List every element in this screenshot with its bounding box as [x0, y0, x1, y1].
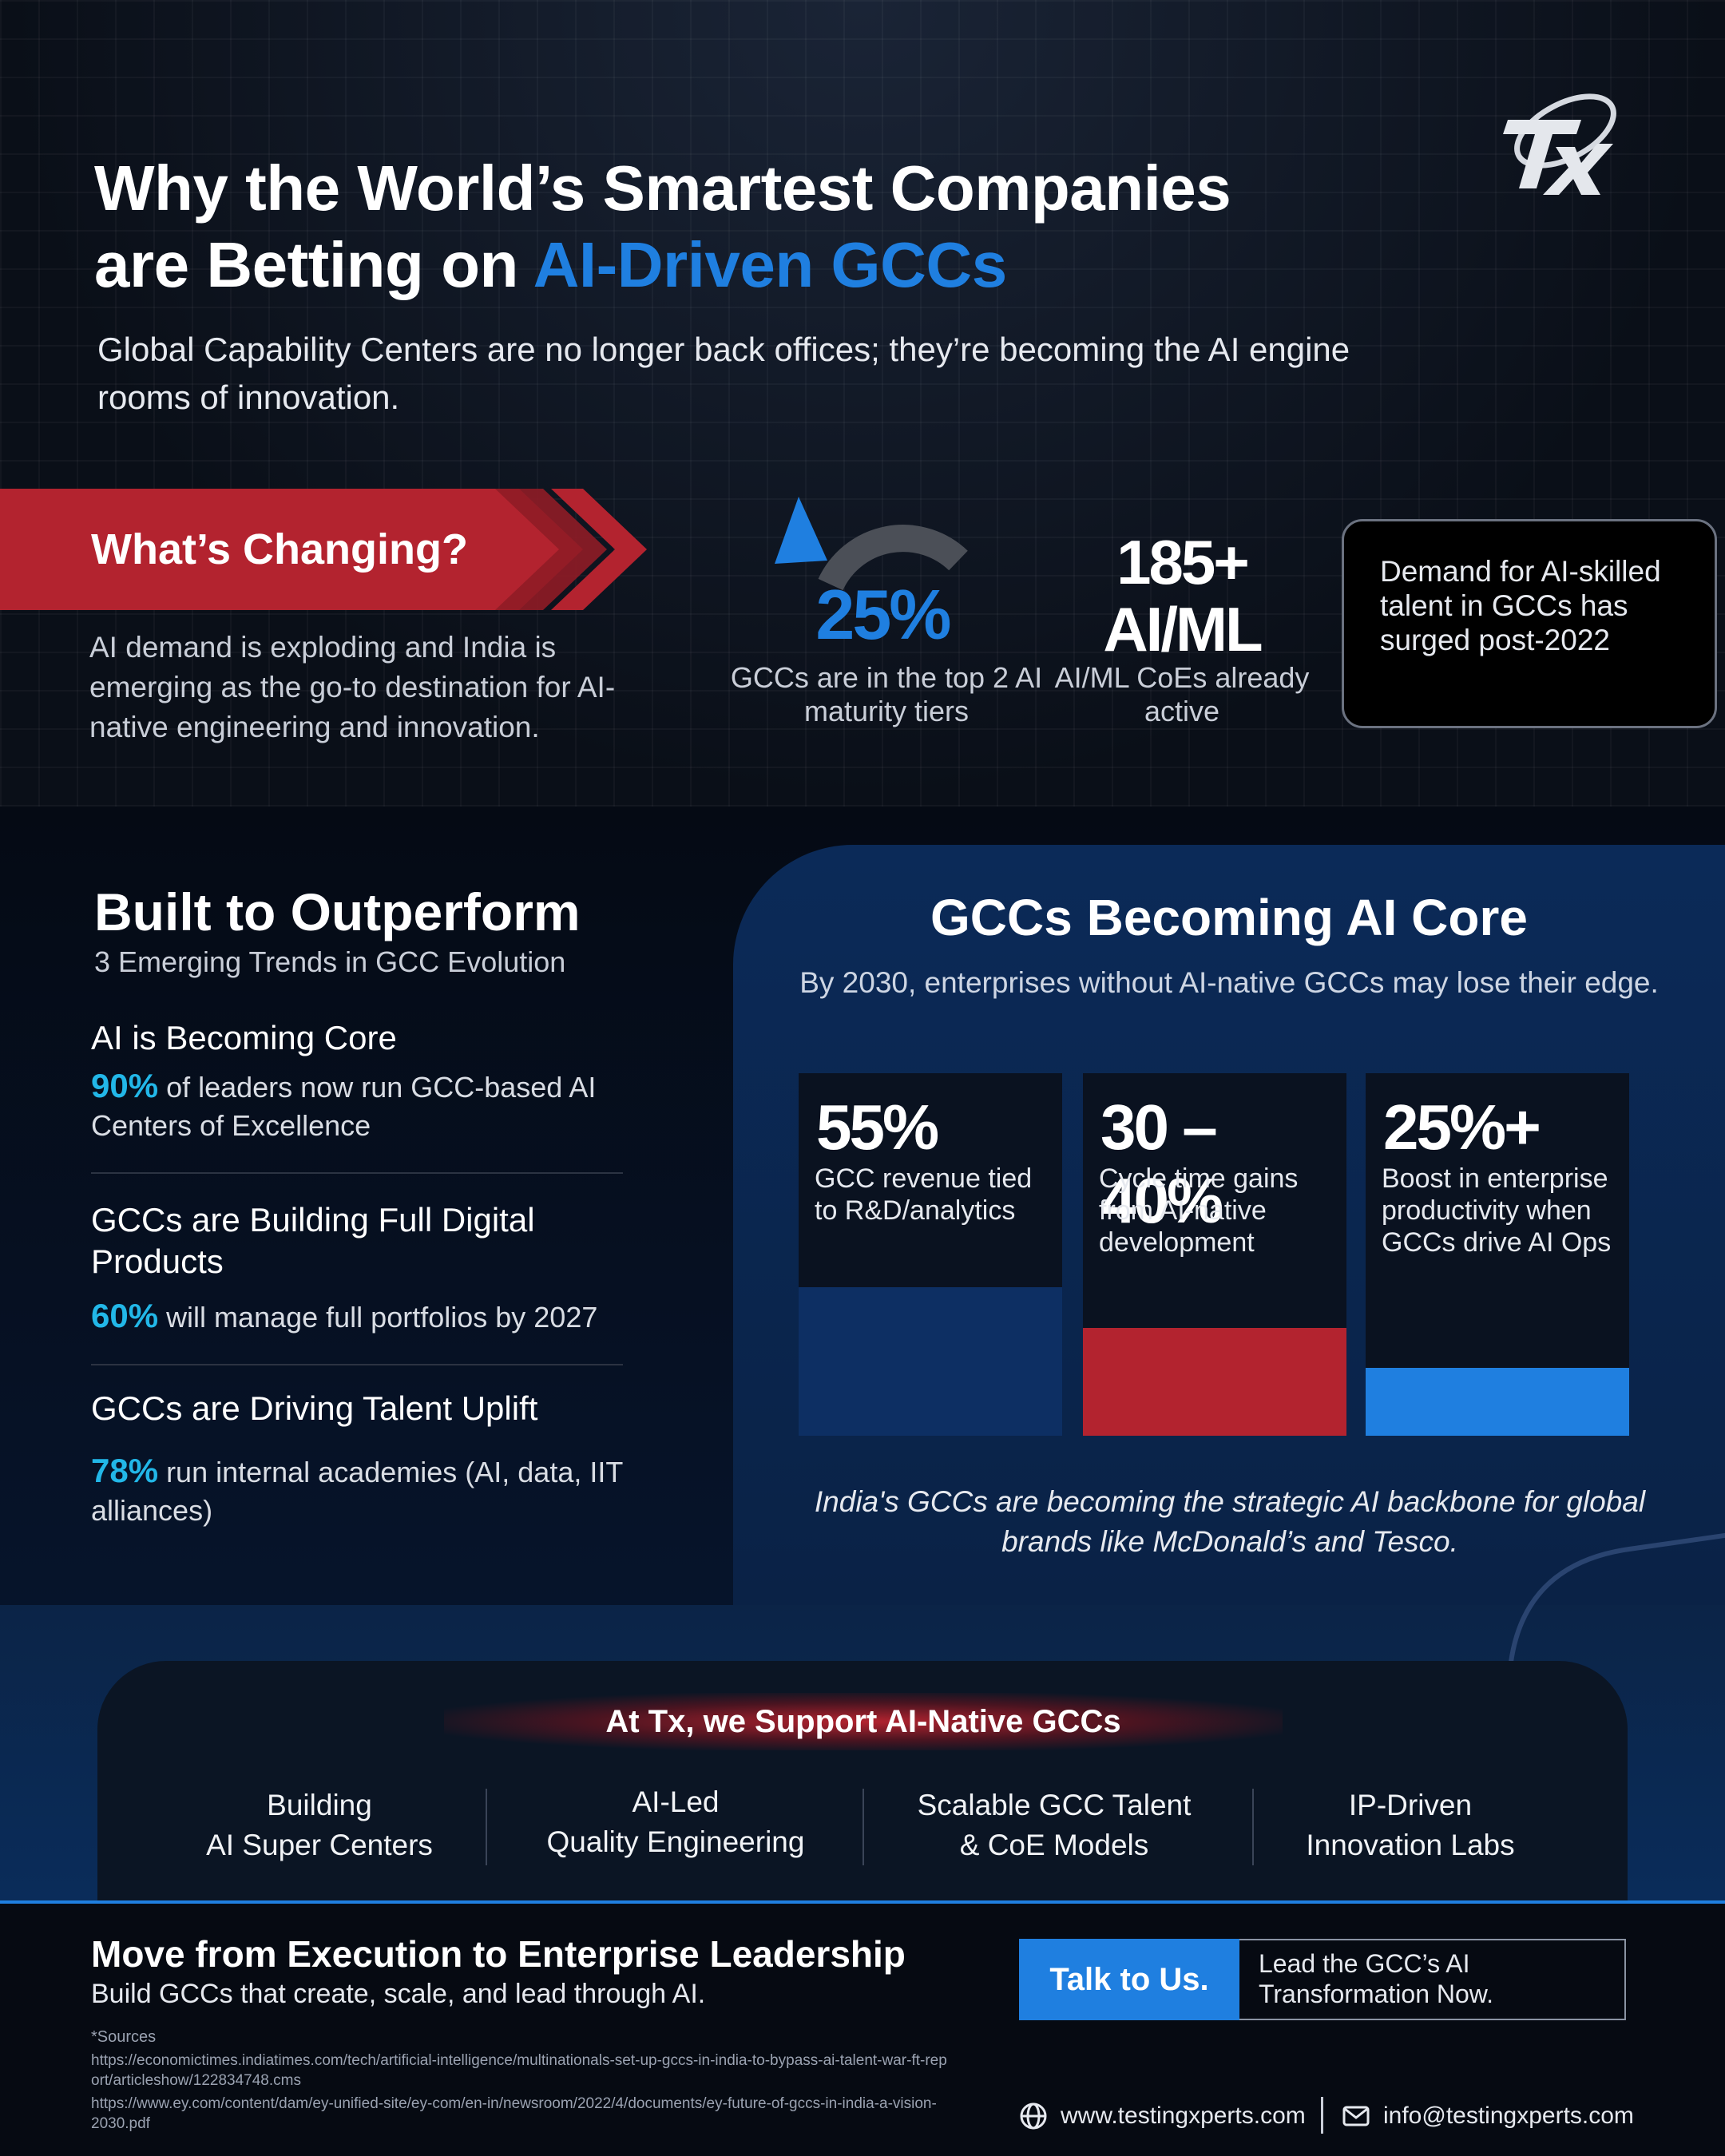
demand-text: Demand for AI-skilled talent in GCCs has… — [1380, 555, 1661, 656]
support-item-talent-models: Scalable GCC Talent & CoE Models — [886, 1785, 1222, 1865]
source-link-2[interactable]: https://www.ey.com/content/dam/ey-unifie… — [91, 2095, 937, 2132]
title-line-1: Why the World’s Smartest Companies — [94, 153, 1231, 224]
demand-box — [1342, 519, 1717, 728]
trend-desc-2: 60% will manage full portfolios by 2027 — [91, 1297, 650, 1337]
column-caption: GCC revenue tied to R&D/analytics — [815, 1163, 1033, 1226]
trend-title-1: AI is Becoming Core — [91, 1019, 397, 1056]
support-title-glow — [444, 1693, 1283, 1750]
trend-title-3: GCCs are Driving Talent Uplift — [91, 1389, 538, 1427]
ai-core-subtitle: By 2030, enterprises without AI-native G… — [799, 966, 1659, 999]
gauge-icon — [775, 497, 968, 591]
column-fill — [1083, 1328, 1346, 1436]
stat-aiml-value: 185+ AI/ML — [1103, 527, 1263, 664]
ai-core-column: 30 – 40% Cycle time gains from AI-native… — [1083, 1073, 1346, 1436]
ai-core-title: GCCs Becoming AI Core — [930, 889, 1528, 946]
footer-title: Move from Execution to Enterprise Leader… — [91, 1933, 906, 1975]
trend-divider — [91, 1172, 623, 1174]
ai-core-note: India's GCCs are becoming the strategic … — [814, 1485, 1646, 1558]
support-item-line2: Innovation Labs — [1306, 1829, 1515, 1861]
column-value: 55% — [816, 1092, 939, 1163]
trend-text-2: will manage full portfolios by 2027 — [166, 1301, 598, 1334]
support-item-line2: & CoE Models — [959, 1829, 1149, 1861]
support-item-innovation-labs: IP-Driven Innovation Labs — [1251, 1785, 1570, 1865]
support-divider — [486, 1789, 487, 1865]
support-item-quality-engineering: AI-Led Quality Engineering — [516, 1782, 835, 1862]
support-item-line2: Quality Engineering — [546, 1825, 805, 1858]
ai-core-column: 25%+ Boost in enterprise productivity wh… — [1366, 1073, 1629, 1436]
page-subtitle: Global Capability Centers are no longer … — [97, 331, 1350, 416]
support-divider — [862, 1789, 864, 1865]
column-fill — [799, 1287, 1062, 1436]
globe-icon — [1020, 2102, 1047, 2130]
mail-icon — [1342, 2106, 1370, 2126]
stat-aiml-caption: AI/ML CoEs already active — [1054, 661, 1310, 727]
contact-divider — [1321, 2097, 1323, 2134]
trend-desc-1: 90% of leaders now run GCC-based AI Cente… — [91, 1067, 650, 1145]
whats-changing-label: What’s Changing? — [91, 525, 468, 573]
footer-background — [0, 1900, 1725, 2156]
email-link[interactable]: info@testingxperts.com — [1383, 2102, 1634, 2129]
trend-title-2: GCCs are Building Full Digital Products — [91, 1201, 535, 1280]
stat-gcc-share-value: 25% — [815, 575, 951, 654]
trend-desc-3: 78% run internal academies (AI, data, IIT… — [91, 1452, 650, 1530]
trend-text-1: of leaders now run GCC-based AI Centers … — [91, 1071, 597, 1142]
column-fill — [1366, 1368, 1629, 1436]
decorative-arc — [1507, 1532, 1725, 1677]
sources-label: *Sources — [91, 2028, 157, 2046]
whats-changing-banner — [0, 489, 647, 610]
trend-pct-3: 78% — [91, 1452, 159, 1489]
support-item-line1: Scalable GCC Talent — [917, 1789, 1192, 1821]
support-item-line1: IP-Driven — [1348, 1789, 1473, 1821]
column-value: 25%+ — [1383, 1092, 1541, 1163]
support-item-super-centers: Building AI Super Centers — [160, 1785, 479, 1865]
support-item-line1: Building — [267, 1789, 372, 1821]
trend-pct-1: 90% — [91, 1067, 159, 1104]
source-link-1[interactable]: https://economictimes.indiatimes.com/tec… — [91, 2052, 947, 2089]
support-item-line1: AI-Led — [632, 1785, 720, 1818]
column-value: 30 – 40% — [1100, 1092, 1223, 1236]
support-title: At Tx, we Support AI-Native GCCs — [605, 1704, 1121, 1739]
outperform-subtitle: 3 Emerging Trends in GCC Evolution — [94, 945, 566, 978]
cta-text: Lead the GCC’s AI Transformation Now. — [1259, 1949, 1494, 2008]
outperform-title: Built to Outperform — [94, 882, 581, 941]
page-title: Why the World’s Smartest Companies are B… — [94, 150, 1452, 303]
talk-to-us-button[interactable]: Talk to Us. — [1019, 1939, 1239, 2020]
ai-core-column: 55% GCC revenue tied to R&D/analytics — [799, 1073, 1062, 1436]
column-caption: Cycle time gains from AI-native developm… — [1099, 1163, 1299, 1258]
whats-changing-description: AI demand is exploding and India is emer… — [89, 631, 616, 743]
support-item-line2: AI Super Centers — [206, 1829, 433, 1861]
stat-gcc-share-caption: GCCs are in the top 2 AI maturity tiers — [730, 661, 1043, 727]
website-link[interactable]: www.testingxperts.com — [1061, 2102, 1306, 2129]
trend-pct-2: 60% — [91, 1297, 159, 1334]
title-accent: AI-Driven GCCs — [533, 229, 1008, 300]
title-line-2: are Betting on AI-Driven GCCs — [94, 227, 1452, 303]
title-prefix: are Betting on — [94, 229, 533, 300]
trend-divider — [91, 1364, 623, 1365]
column-caption: Boost in enterprise productivity when GC… — [1382, 1163, 1612, 1258]
trend-text-3: run internal academies (AI, data, IIT al… — [91, 1456, 623, 1527]
tx-logo-icon — [1503, 93, 1616, 195]
footer-subtitle: Build GCCs that create, scale, and lead … — [91, 1979, 706, 2009]
support-divider — [1252, 1789, 1254, 1865]
